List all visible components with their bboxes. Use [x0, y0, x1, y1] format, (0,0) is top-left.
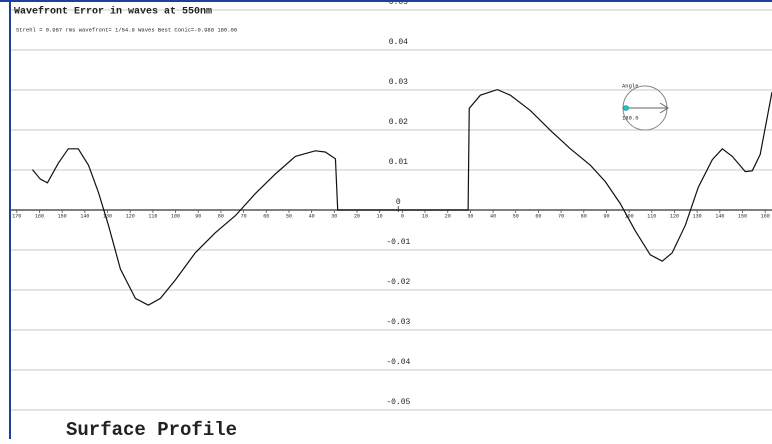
x-tick-label: 100 — [625, 213, 634, 219]
y-tick-label: -0.04 — [386, 358, 410, 367]
angle-handle[interactable] — [623, 105, 629, 111]
x-tick-label: 160 — [761, 213, 770, 219]
y-tick-label: 0 — [396, 198, 401, 207]
y-tick-label: 0.04 — [389, 38, 408, 47]
x-tick-label: 120 — [126, 213, 135, 219]
x-tick-label: 20 — [354, 213, 360, 219]
x-tick-label: 130 — [103, 213, 112, 219]
x-tick-label: 60 — [535, 213, 541, 219]
x-tick-label: 20 — [445, 213, 451, 219]
x-tick-label: 0 — [401, 213, 404, 219]
x-tick-label: 10 — [377, 213, 383, 219]
x-tick-label: 70 — [558, 213, 564, 219]
x-tick-label: 50 — [286, 213, 292, 219]
x-tick-label: 60 — [263, 213, 269, 219]
y-tick-label: -0.05 — [386, 398, 410, 407]
angle-label: Angle — [622, 82, 639, 89]
y-tick-label: -0.01 — [386, 238, 410, 247]
angle-widget: Angle 180.0 — [622, 82, 669, 131]
x-tick-label: 40 — [309, 213, 315, 219]
y-tick-label: 0.05 — [389, 0, 408, 7]
footer-label: Surface Profile — [66, 419, 237, 439]
angle-value: 180.0 — [622, 114, 639, 121]
x-tick-label: 100 — [171, 213, 180, 219]
x-tick-label: 150 — [738, 213, 747, 219]
subtitle: Strehl = 0.987 rms wavefront= 1/54.9 Wav… — [16, 26, 237, 33]
left-border — [9, 0, 11, 439]
x-tick-label: 90 — [195, 213, 201, 219]
x-tick-label: 110 — [647, 213, 656, 219]
x-tick-label: 40 — [490, 213, 496, 219]
x-tick-label: 150 — [58, 213, 67, 219]
x-tick-label: 80 — [218, 213, 224, 219]
x-tick-label: 50 — [513, 213, 519, 219]
x-tick-label: 140 — [715, 213, 724, 219]
y-tick-label: -0.02 — [386, 278, 410, 287]
angle-arrowhead — [659, 102, 669, 114]
x-tick-label: 90 — [603, 213, 609, 219]
x-tick-label: 80 — [581, 213, 587, 219]
x-tick-label: 130 — [693, 213, 702, 219]
x-tick-label: 10 — [422, 213, 428, 219]
x-tick-label: 170 — [12, 213, 21, 219]
x-tick-label: 120 — [670, 213, 679, 219]
x-tick-label: 140 — [80, 213, 89, 219]
y-tick-label: -0.03 — [386, 318, 410, 327]
y-tick-label: 0.01 — [389, 158, 408, 167]
x-tick-label: 30 — [467, 213, 473, 219]
x-tick-label: 160 — [35, 213, 44, 219]
y-tick-label: 0.03 — [389, 78, 408, 87]
y-tick-label: 0.02 — [389, 118, 408, 127]
plot — [31, 88, 772, 306]
x-tick-label: 30 — [331, 213, 337, 219]
chart-title: Wavefront Error in waves at 550nm — [14, 6, 212, 18]
top-border — [0, 0, 772, 2]
profile-line — [31, 88, 772, 306]
x-tick-label: 110 — [148, 213, 157, 219]
grid: 0.05 0.04 0.03 0.02 0.01 0 -0.01 -0.02 -0.03 -0.0… — [10, 0, 772, 411]
x-tick-label: 70 — [241, 213, 247, 219]
